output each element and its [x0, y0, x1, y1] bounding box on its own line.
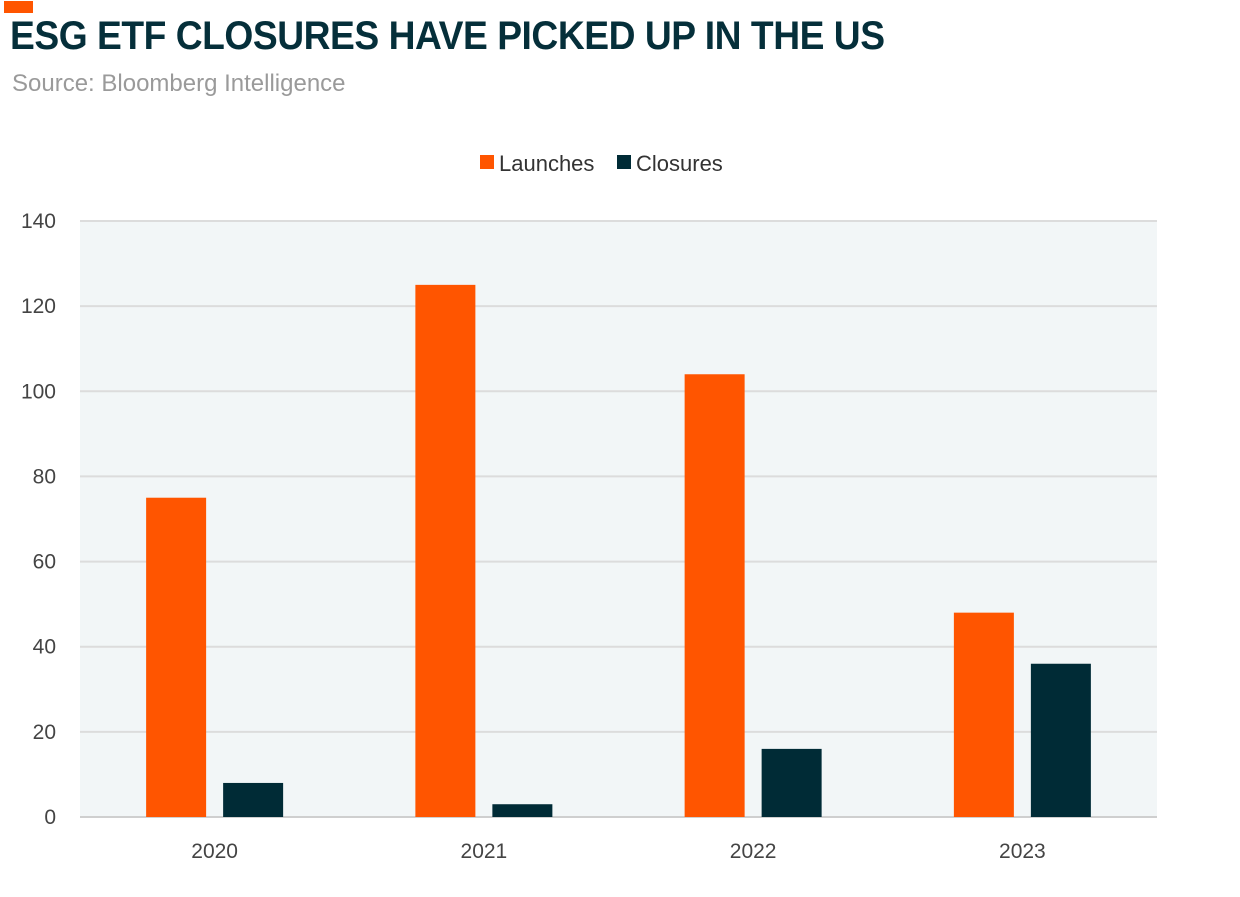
- x-tick-label: 2020: [191, 840, 238, 863]
- bar-closures-2020: [223, 782, 284, 817]
- legend-swatch-launches: [480, 155, 494, 169]
- legend-label-closures: Closures: [636, 151, 723, 176]
- y-tick-label: 60: [33, 551, 56, 574]
- bar-closures-2023: [1030, 663, 1091, 817]
- x-tick-label: 2022: [730, 840, 777, 863]
- chart-source: Source: Bloomberg Intelligence: [12, 70, 346, 97]
- y-tick-label: 20: [33, 721, 56, 744]
- legend-label-launches: Launches: [499, 151, 594, 176]
- y-tick-label: 120: [21, 295, 56, 318]
- bar-closures-2021: [492, 804, 553, 817]
- bar-launches-2020: [146, 497, 207, 817]
- chart-title: ESG ETF CLOSURES HAVE PICKED UP IN THE U…: [10, 14, 885, 58]
- accent-bar: [4, 1, 33, 13]
- y-tick-label: 0: [44, 806, 56, 829]
- y-tick-label: 140: [21, 210, 56, 233]
- bar-closures-2022: [761, 748, 822, 817]
- legend-swatch-closures: [617, 155, 631, 169]
- y-tick-label: 40: [33, 636, 56, 659]
- x-tick-label: 2021: [461, 840, 508, 863]
- x-tick-label: 2023: [999, 840, 1046, 863]
- bar-launches-2021: [415, 284, 476, 817]
- y-tick-label: 80: [33, 465, 56, 488]
- y-tick-label: 100: [21, 380, 56, 403]
- bar-launches-2023: [953, 612, 1014, 817]
- bar-launches-2022: [684, 374, 745, 817]
